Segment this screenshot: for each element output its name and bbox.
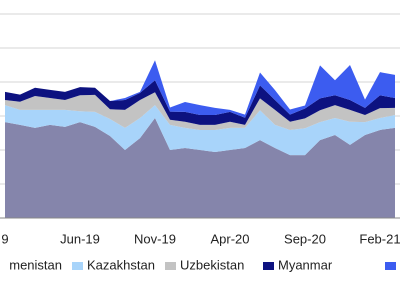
area: [5, 60, 395, 118]
x-tick-label: Feb-21: [359, 231, 400, 246]
area: [5, 105, 395, 156]
legend-swatch: [263, 262, 274, 270]
legend-label: Myanmar: [278, 257, 333, 272]
x-tick-label: 9: [1, 231, 8, 246]
area: [5, 118, 395, 218]
x-tick-label: Sep-20: [284, 231, 326, 246]
legend-label: Kazakhstan: [87, 257, 155, 272]
area: [5, 80, 395, 125]
legend-swatch: [385, 262, 396, 270]
legend-label: Uzbekistan: [180, 257, 244, 272]
x-tick-label: Apr-20: [210, 231, 249, 246]
area: [5, 92, 395, 130]
legend-label: menistan: [9, 257, 62, 272]
x-tick-label: Jun-19: [60, 231, 100, 246]
x-tick-label: Nov-19: [134, 231, 176, 246]
legend-swatch: [165, 262, 176, 270]
legend-swatch: [72, 262, 83, 270]
